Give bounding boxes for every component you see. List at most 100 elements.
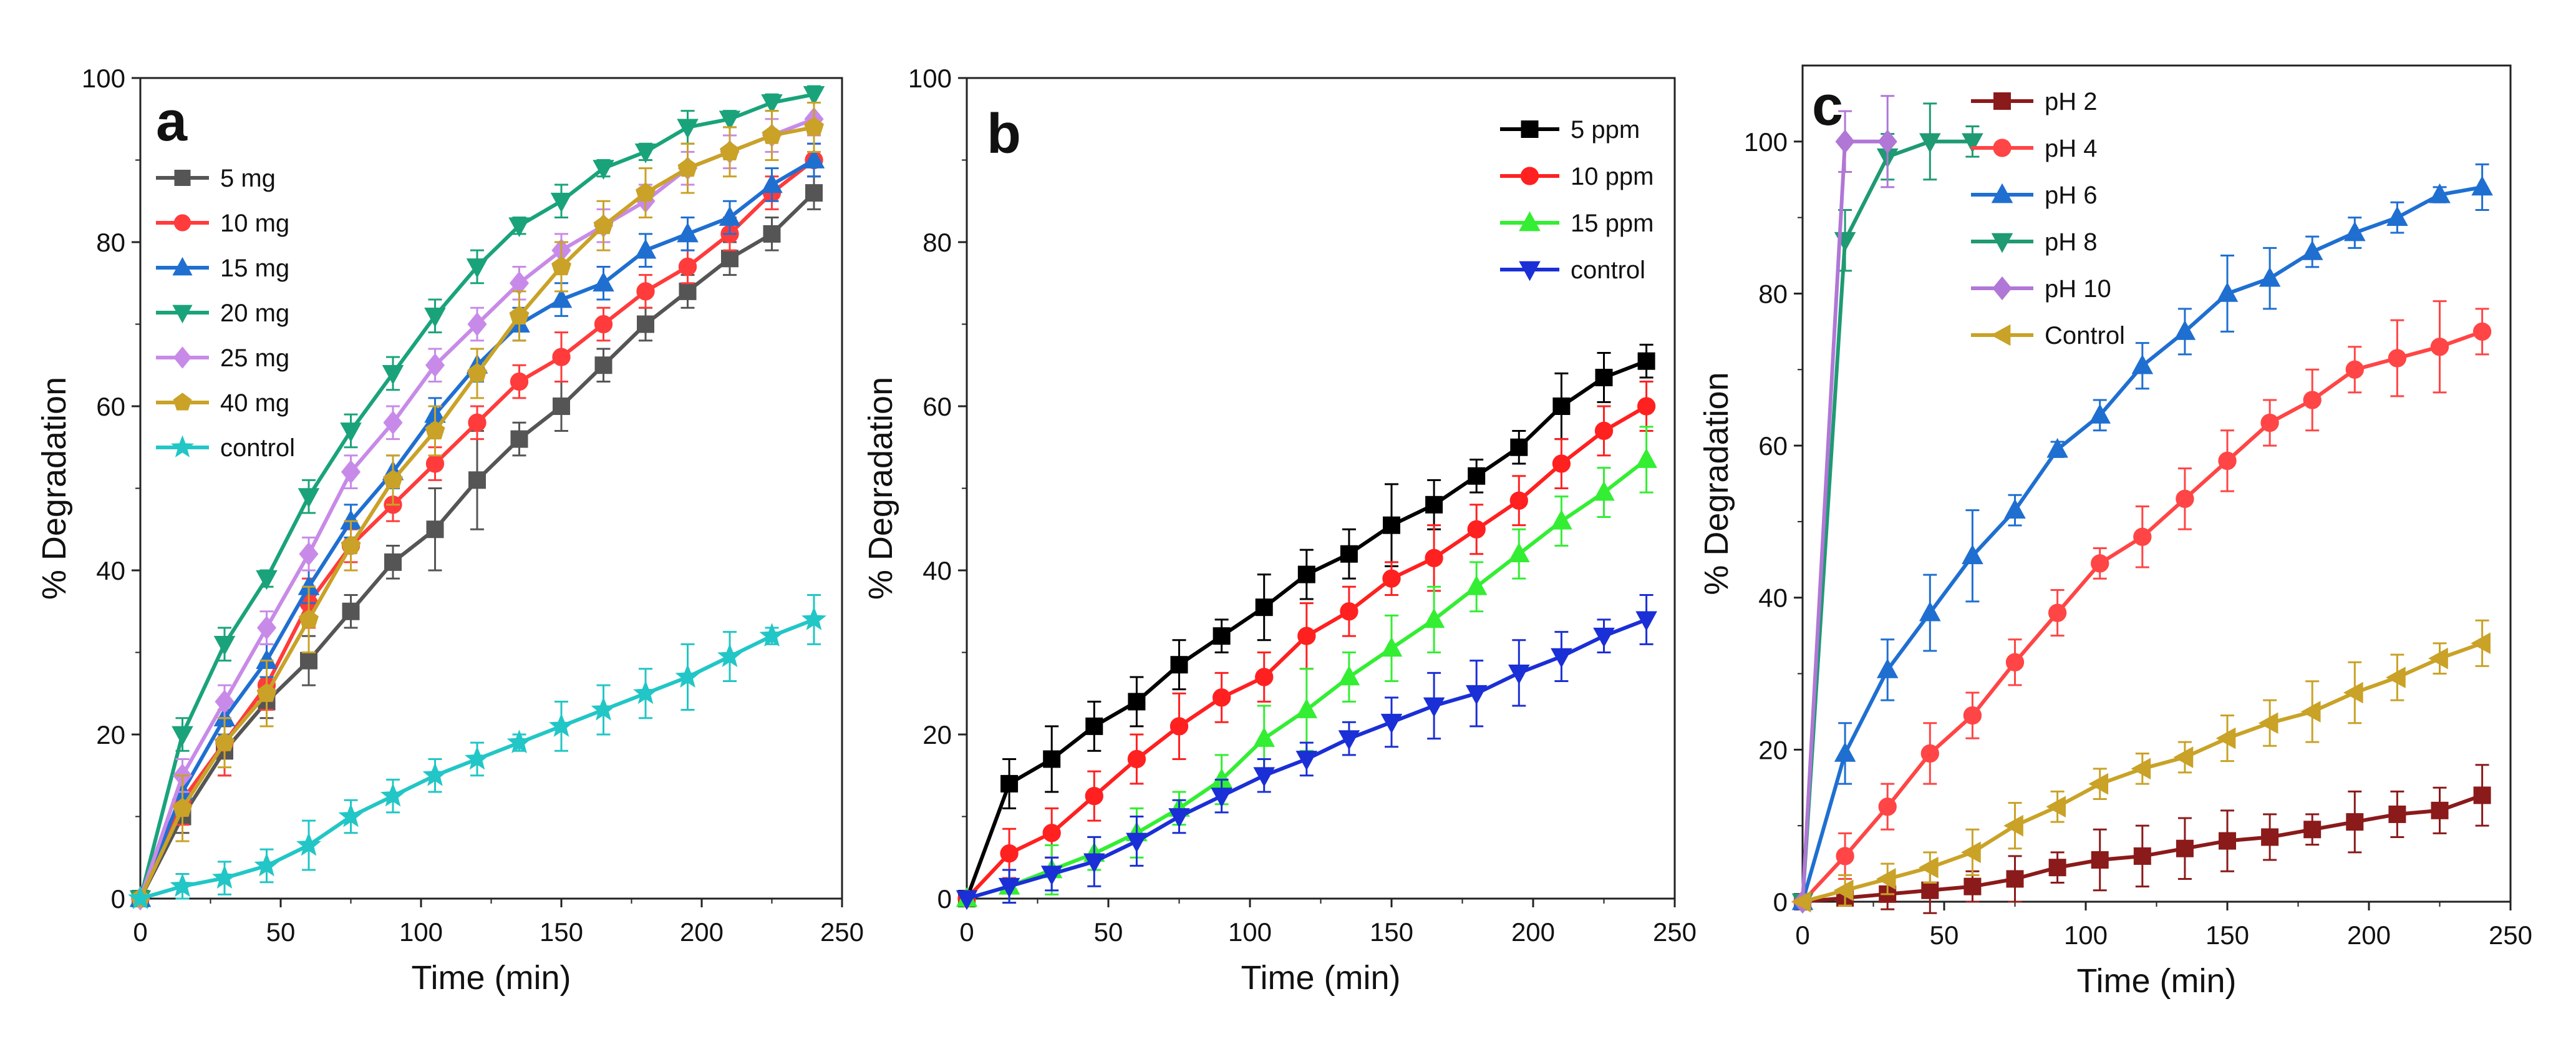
data-point	[1083, 853, 1105, 874]
data-point	[510, 430, 528, 448]
x-axis-title: Time (min)	[412, 959, 571, 997]
data-point	[801, 606, 826, 630]
data-point	[298, 488, 320, 508]
data-point	[1297, 565, 1315, 583]
legend-label: pH 2	[2045, 88, 2098, 115]
data-point	[2429, 183, 2451, 203]
data-point	[2303, 821, 2322, 839]
x-tick-label: 0	[133, 917, 147, 947]
y-tick-label: 60	[922, 392, 952, 421]
data-point	[1170, 656, 1188, 674]
data-point	[1425, 549, 1443, 567]
data-point	[2388, 805, 2406, 823]
data-point	[2174, 320, 2196, 340]
x-axis-title: Time (min)	[1241, 959, 1401, 997]
data-point	[1253, 767, 1275, 788]
data-point	[1255, 668, 1274, 686]
data-point	[2005, 653, 2025, 671]
data-point	[2386, 206, 2408, 226]
data-point	[1508, 665, 1530, 685]
data-point	[172, 798, 193, 817]
data-point	[633, 680, 658, 705]
data-point	[2046, 796, 2066, 818]
data-point	[1468, 467, 1486, 485]
data-point	[1921, 881, 1939, 899]
data-point	[1876, 868, 1896, 890]
data-point	[1836, 847, 1854, 866]
x-tick-label: 200	[1511, 917, 1555, 947]
data-point	[2301, 240, 2323, 260]
data-point	[634, 238, 657, 259]
legend-label: control	[1571, 256, 1645, 284]
series-control	[956, 593, 1657, 910]
data-point	[2344, 221, 2366, 241]
data-point	[1833, 879, 1854, 902]
data-point	[678, 257, 697, 276]
data-point	[803, 85, 825, 106]
data-point	[468, 471, 486, 489]
data-point	[1961, 841, 1981, 864]
data-point	[1297, 627, 1316, 645]
data-point	[426, 520, 444, 539]
data-point	[1919, 133, 1941, 154]
data-point	[465, 746, 490, 770]
data-point	[1637, 397, 1656, 416]
x-tick-label: 0	[1795, 920, 1809, 950]
legend-marker	[1519, 261, 1541, 281]
data-point	[1340, 545, 1358, 563]
data-point	[296, 832, 321, 856]
x-tick-label: 50	[266, 917, 296, 947]
legend-label: control	[220, 434, 295, 462]
series-ph-2	[1794, 764, 2491, 914]
legend-item-ph-10: pH 10	[1971, 275, 2111, 303]
y-axis-title: % Degradation	[1698, 372, 1735, 595]
legend-label: 5 ppm	[1571, 116, 1640, 144]
legend-label: 25 mg	[220, 344, 289, 372]
data-point	[761, 94, 783, 114]
y-tick-label: 100	[82, 64, 125, 93]
data-point	[2004, 499, 2026, 519]
y-tick-label: 0	[1773, 887, 1788, 917]
x-tick-label: 150	[1370, 917, 1413, 947]
legend-item-20-mg: 20 mg	[156, 300, 289, 327]
legend: 5 ppm 10 ppm 15 ppm control	[1500, 116, 1654, 284]
data-point	[2131, 354, 2154, 374]
data-point	[340, 422, 362, 442]
data-point	[1834, 742, 1856, 762]
data-point	[1085, 717, 1103, 735]
data-point	[1594, 421, 1614, 441]
legend-item-ph-6: pH 6	[1971, 182, 2098, 209]
data-point	[549, 713, 574, 737]
legend-item-ph-2: pH 2	[1971, 88, 2098, 115]
data-point	[1510, 438, 1528, 456]
data-point	[2133, 527, 2152, 546]
data-point	[2428, 647, 2448, 670]
data-point	[1000, 844, 1019, 863]
legend-item-control: Control	[1971, 322, 2125, 349]
legend-marker	[1991, 183, 2013, 203]
data-point	[1382, 569, 1401, 588]
legend-marker	[172, 256, 193, 276]
plot-frame	[1801, 64, 2512, 903]
data-point	[2006, 870, 2024, 888]
data-point	[2303, 391, 2322, 409]
series-ph-6	[1791, 163, 2493, 910]
data-point	[634, 144, 657, 163]
data-point	[1876, 658, 1899, 678]
data-point	[128, 885, 153, 909]
data-point	[1465, 575, 1488, 595]
data-point	[1835, 129, 1855, 154]
data-point	[510, 372, 529, 391]
data-point	[1380, 713, 1403, 734]
data-point	[2258, 712, 2278, 734]
x-tick-label: 200	[2347, 920, 2391, 950]
data-point	[2003, 814, 2023, 837]
data-point	[551, 256, 571, 276]
data-point	[2260, 413, 2279, 432]
data-point	[422, 762, 448, 786]
data-point	[2473, 786, 2491, 804]
legend-item-10-ppm: 10 ppm	[1500, 163, 1654, 190]
data-point	[1169, 717, 1189, 736]
data-point	[679, 282, 697, 300]
legend-marker	[1521, 120, 1539, 138]
